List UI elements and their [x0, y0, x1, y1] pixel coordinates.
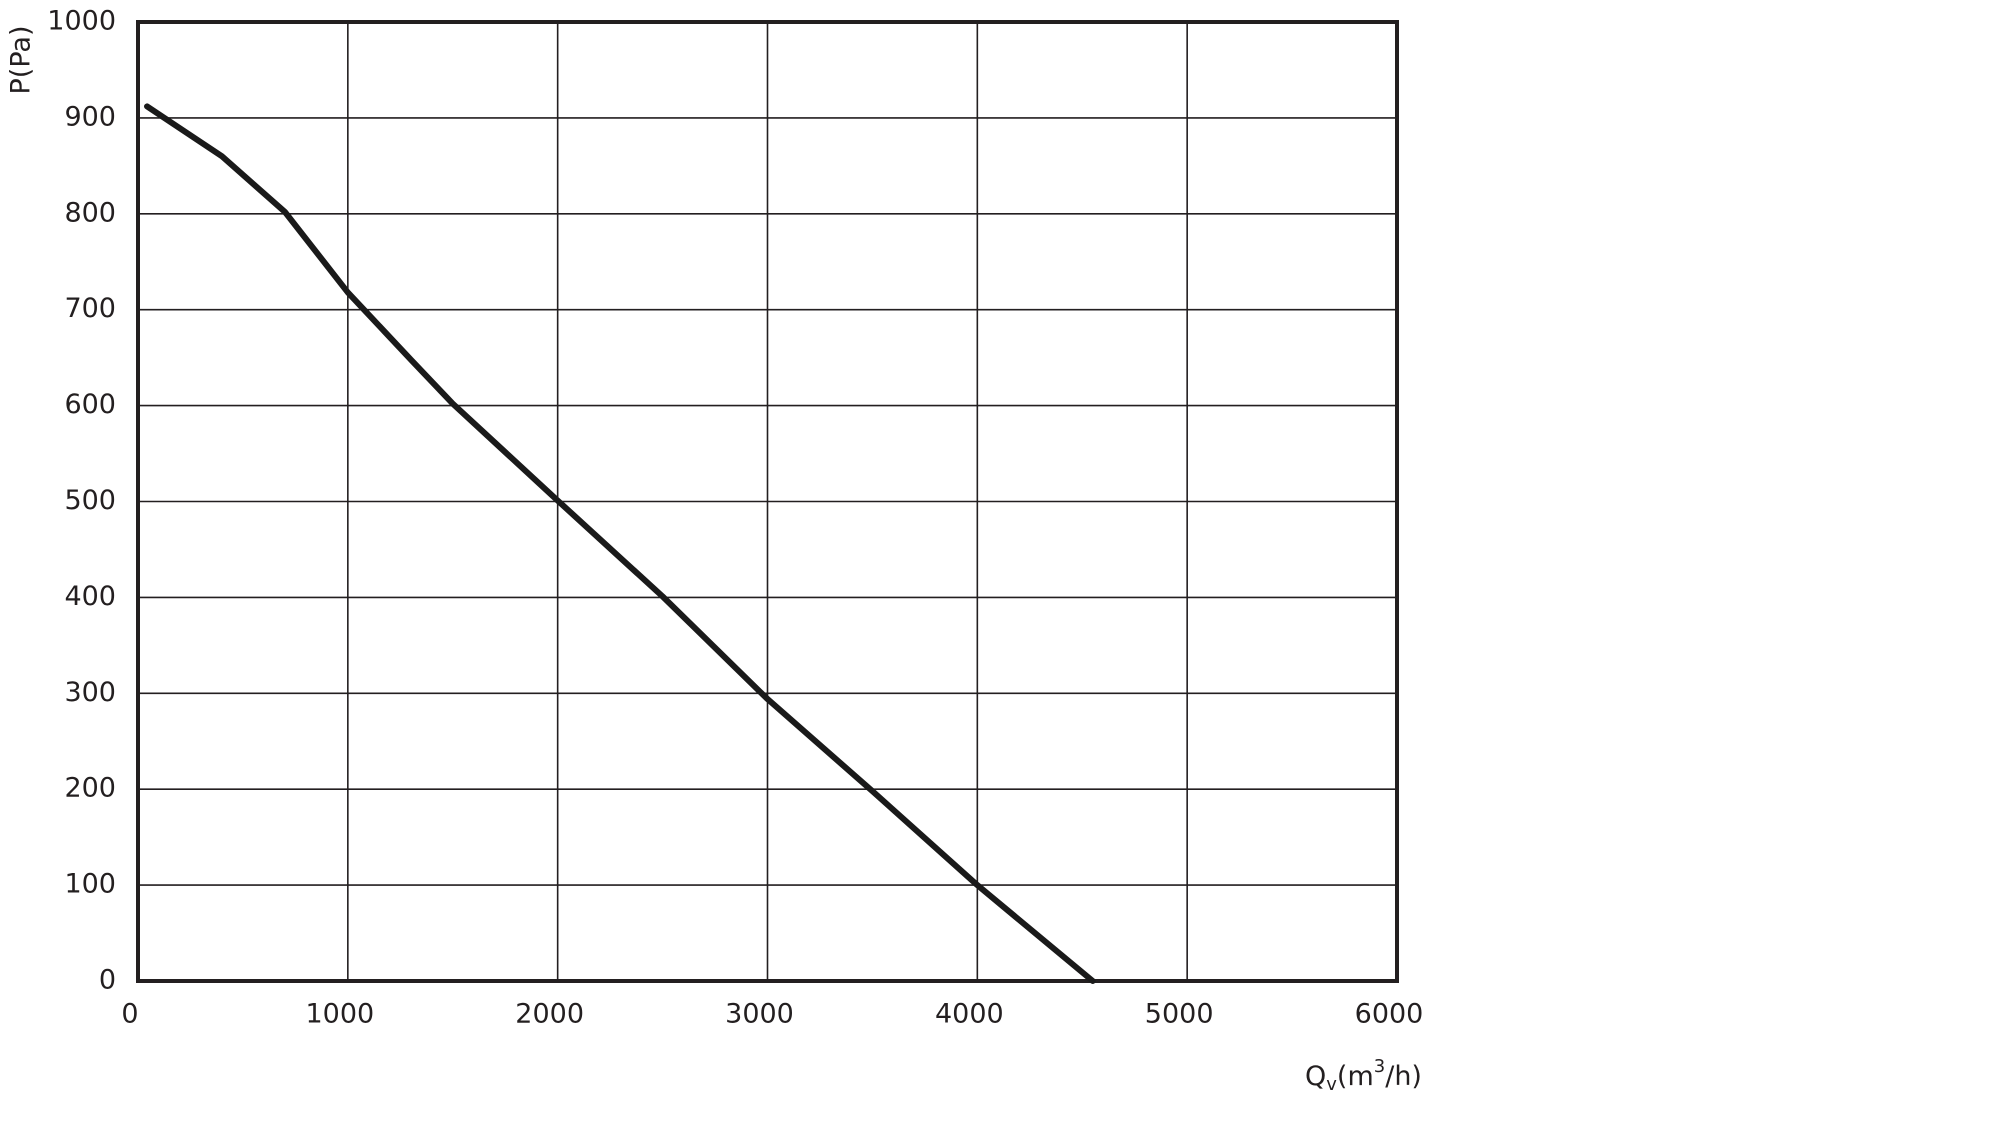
y-tick-label: 400	[64, 581, 116, 612]
x-tick-label: 4000	[935, 999, 1004, 1030]
x-label-part: (m	[1337, 1061, 1374, 1092]
x-label-part: Q	[1305, 1061, 1326, 1092]
y-tick-label: 900	[64, 101, 116, 132]
x-tick-label: 1000	[305, 999, 374, 1030]
y-tick-label: 1000	[47, 6, 116, 37]
x-axis-label: Qv(m3/h)	[1305, 1056, 1422, 1095]
y-tick-label: 200	[64, 773, 116, 804]
y-tick-label: 0	[99, 965, 116, 996]
y-tick-label: 300	[64, 677, 116, 708]
x-label-part: /h)	[1385, 1061, 1422, 1092]
curve	[144, 103, 1096, 984]
x-label-sup: 3	[1374, 1056, 1385, 1077]
plot-frame	[136, 20, 1399, 983]
y-tick-label: 100	[64, 869, 116, 900]
x-tick-label: 0	[121, 999, 138, 1030]
x-tick-label: 6000	[1355, 999, 1424, 1030]
x-label-sub: v	[1326, 1074, 1337, 1095]
y-tick-label: 800	[64, 197, 116, 228]
y-tick-label: 500	[64, 485, 116, 516]
x-tick-label: 3000	[725, 999, 794, 1030]
x-tick-label: 5000	[1145, 999, 1214, 1030]
x-tick-label: 2000	[515, 999, 584, 1030]
y-axis-label: P(Pa)	[6, 26, 37, 95]
y-tick-label: 700	[64, 293, 116, 324]
y-tick-label: 600	[64, 389, 116, 420]
